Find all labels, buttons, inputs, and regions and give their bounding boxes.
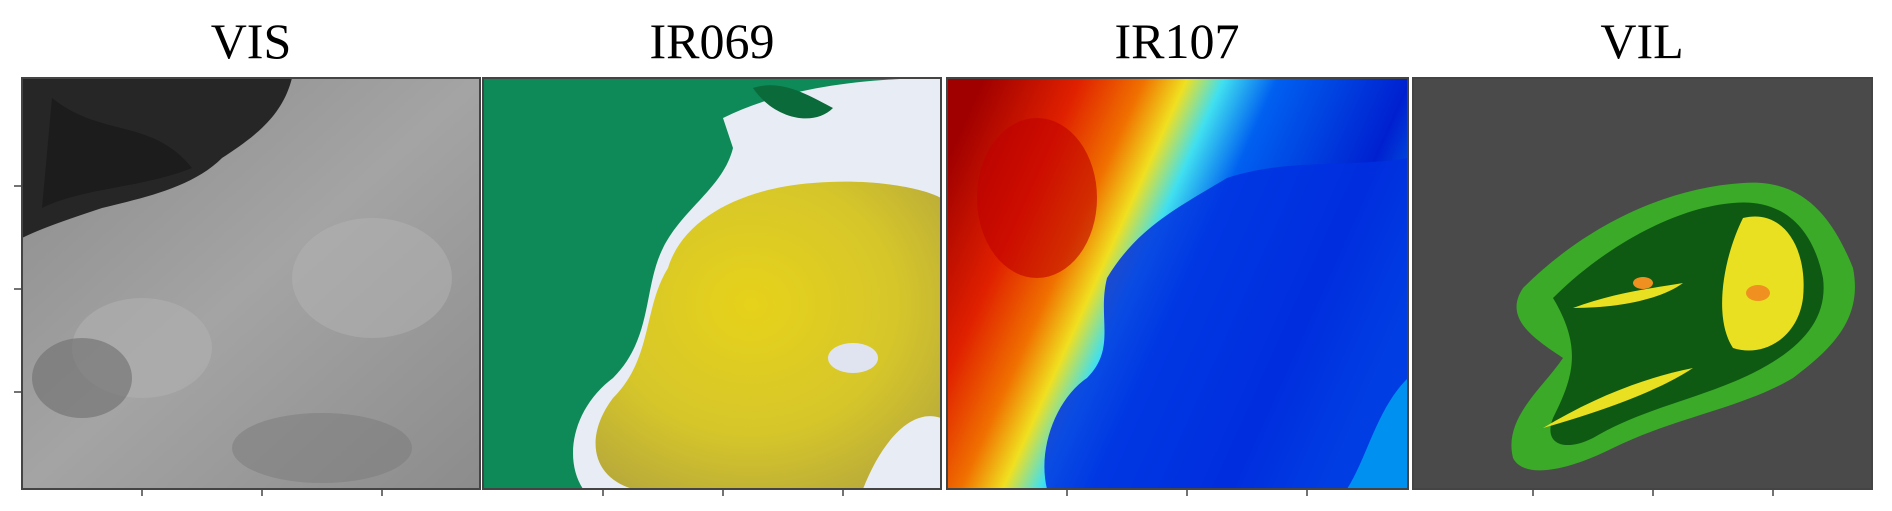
panel-title: VIL: [1600, 13, 1683, 69]
vil-image: [1412, 77, 1873, 490]
ir107-image: [946, 77, 1409, 490]
panel-title: IR107: [1115, 13, 1240, 69]
vis-image: [21, 77, 481, 490]
panel-title: IR069: [650, 13, 775, 69]
panel-title: VIS: [211, 13, 292, 69]
ir069-image: [482, 77, 942, 490]
axis-ticks: [14, 185, 1774, 496]
